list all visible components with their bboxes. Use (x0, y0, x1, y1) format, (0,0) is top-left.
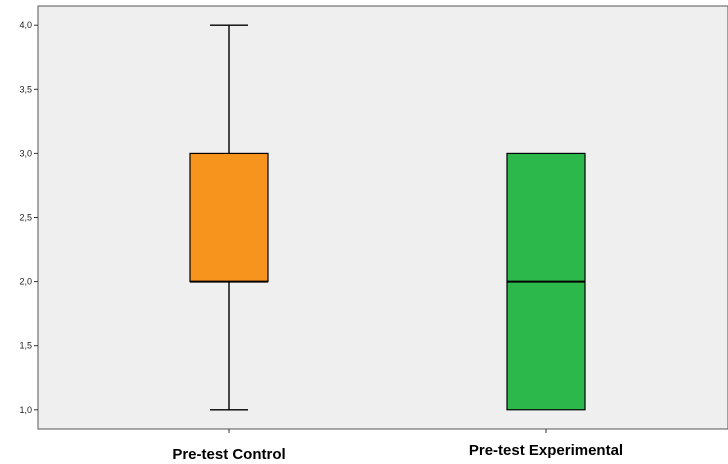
boxes (189, 24, 586, 411)
y-tick-label: 1,0 (19, 405, 32, 415)
box-iqr (189, 152, 269, 283)
x-axis-labels: Pre-test Control Pre-test Experimental (172, 429, 623, 463)
y-tick-label: 3,5 (19, 84, 32, 94)
box-group (506, 152, 586, 411)
x-category-label: Pre-test Control (172, 446, 285, 463)
y-axis: 1,0 1,5 2,0 2,5 3,0 3,5 4,0 (19, 20, 38, 415)
y-tick-label: 2,5 (19, 213, 32, 223)
y-tick-label: 4,0 (19, 20, 32, 30)
y-tick-label: 3,0 (19, 148, 32, 158)
plot-area (37, 5, 728, 430)
box-group (189, 24, 269, 411)
y-tick-label: 1,5 (19, 341, 32, 351)
y-tick-label: 2,0 (19, 277, 32, 287)
x-category-label: Pre-test Experimental (469, 442, 623, 459)
